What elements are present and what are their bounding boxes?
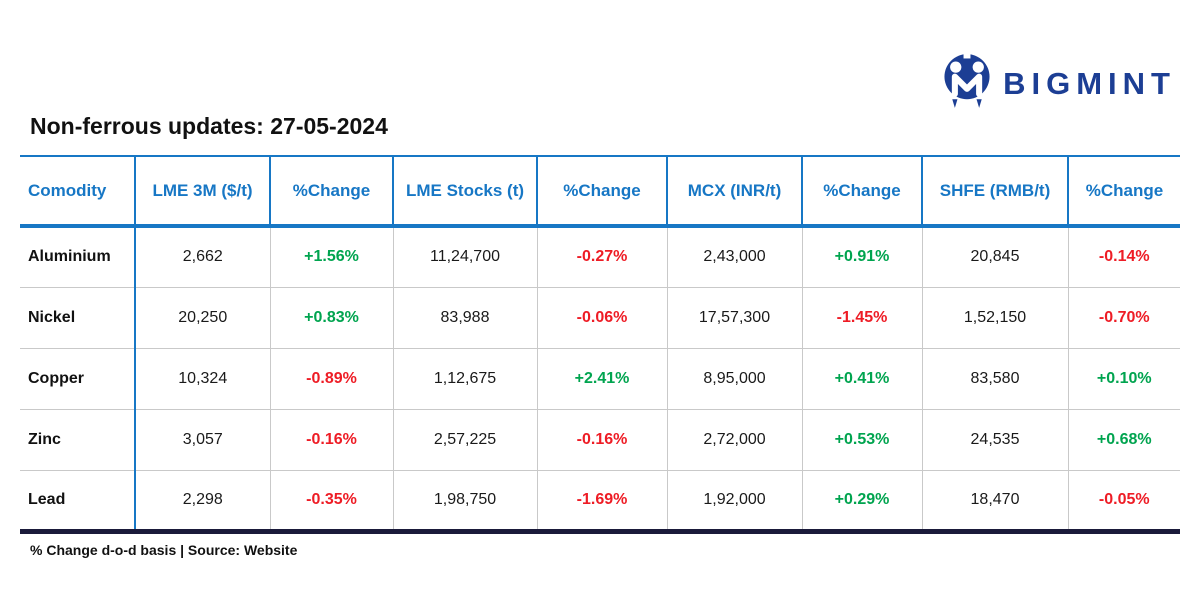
- price-cell: 3,057: [134, 409, 270, 471]
- price-cell: 2,72,000: [666, 409, 802, 471]
- percent-change-cell: +0.91%: [801, 226, 922, 288]
- price-cell: 17,57,300: [666, 287, 802, 349]
- percent-change-cell: +2.41%: [536, 348, 667, 410]
- column-header: Comodity: [20, 155, 135, 228]
- price-cell: 1,52,150: [921, 287, 1068, 349]
- price-cell: 8,95,000: [666, 348, 802, 410]
- price-cell: 1,12,675: [392, 348, 537, 410]
- price-cell: 20,845: [921, 226, 1068, 288]
- price-cell: 2,43,000: [666, 226, 802, 288]
- table-row: Copper 10,324 -0.89% 1,12,675 +2.41% 8,95,000…: [20, 348, 1180, 410]
- table-row: Zinc 3,057 -0.16% 2,57,225 -0.16% 2,72,000 +0.…: [20, 409, 1180, 471]
- price-cell: 2,57,225: [392, 409, 537, 471]
- table-row: Nickel 20,250 +0.83% 83,988 -0.06% 17,57,300-…: [20, 287, 1180, 349]
- table-header-row: Comodity LME 3M ($/t) %Change LME Stocks (t…: [20, 155, 1180, 228]
- price-cell: 83,580: [921, 348, 1068, 410]
- column-header: MCX (INR/t): [666, 155, 802, 228]
- percent-change-cell: -0.27%: [536, 226, 667, 288]
- column-header: %Change: [269, 155, 393, 228]
- percent-change-cell: -1.69%: [536, 470, 667, 534]
- price-cell: 1,92,000: [666, 470, 802, 534]
- percent-change-cell: +0.10%: [1067, 348, 1180, 410]
- percent-change-cell: +0.53%: [801, 409, 922, 471]
- percent-change-cell: -0.05%: [1067, 470, 1180, 534]
- percent-change-cell: -0.14%: [1067, 226, 1180, 288]
- percent-change-cell: +0.83%: [269, 287, 393, 349]
- table-body: Aluminium 2,662 +1.56% 11,24,700 -0.27% 2,43,…: [20, 226, 1180, 534]
- percent-change-cell: +0.68%: [1067, 409, 1180, 471]
- price-cell: 18,470: [921, 470, 1068, 534]
- footer-note: % Change d-o-d basis | Source: Website: [30, 542, 298, 558]
- price-cell: 10,324: [134, 348, 270, 410]
- commodity-name: Zinc: [20, 409, 135, 471]
- percent-change-cell: +0.41%: [801, 348, 922, 410]
- percent-change-cell: -0.06%: [536, 287, 667, 349]
- price-cell: 2,298: [134, 470, 270, 534]
- percent-change-cell: +0.29%: [801, 470, 922, 534]
- percent-change-cell: -0.16%: [269, 409, 393, 471]
- column-header: SHFE (RMB/t): [921, 155, 1068, 228]
- column-header: LME Stocks (t): [392, 155, 537, 228]
- percent-change-cell: -0.89%: [269, 348, 393, 410]
- commodity-name: Nickel: [20, 287, 135, 349]
- column-header: %Change: [536, 155, 667, 228]
- price-cell: 20,250: [134, 287, 270, 349]
- page-title: Non-ferrous updates: 27-05-2024: [30, 113, 388, 139]
- prices-table: Comodity LME 3M ($/t) %Change LME Stocks (t…: [20, 155, 1180, 534]
- price-cell: 24,535: [921, 409, 1068, 471]
- price-cell: 1,98,750: [392, 470, 537, 534]
- table-row: Aluminium 2,662 +1.56% 11,24,700 -0.27% 2,43,…: [20, 226, 1180, 288]
- percent-change-cell: -0.16%: [536, 409, 667, 471]
- commodity-name: Lead: [20, 470, 135, 534]
- table-row: Lead 2,298 -0.35% 1,98,750 -1.69% 1,92,000 +0.…: [20, 470, 1180, 534]
- price-cell: 83,988: [392, 287, 537, 349]
- percent-change-cell: -0.35%: [269, 470, 393, 534]
- commodity-name: Copper: [20, 348, 135, 410]
- column-header: LME 3M ($/t): [134, 155, 270, 228]
- price-cell: 11,24,700: [392, 226, 537, 288]
- price-cell: 2,662: [134, 226, 270, 288]
- commodity-name: Aluminium: [20, 226, 135, 288]
- percent-change-cell: +1.56%: [269, 226, 393, 288]
- bigmint-emblem-icon: [941, 52, 993, 115]
- percent-change-cell: -1.45%: [801, 287, 922, 349]
- bigmint-logo: BIGMINT: [941, 52, 1176, 115]
- column-header: %Change: [1067, 155, 1180, 228]
- bigmint-logo-text: BIGMINT: [1003, 65, 1176, 101]
- column-header: %Change: [801, 155, 922, 228]
- percent-change-cell: -0.70%: [1067, 287, 1180, 349]
